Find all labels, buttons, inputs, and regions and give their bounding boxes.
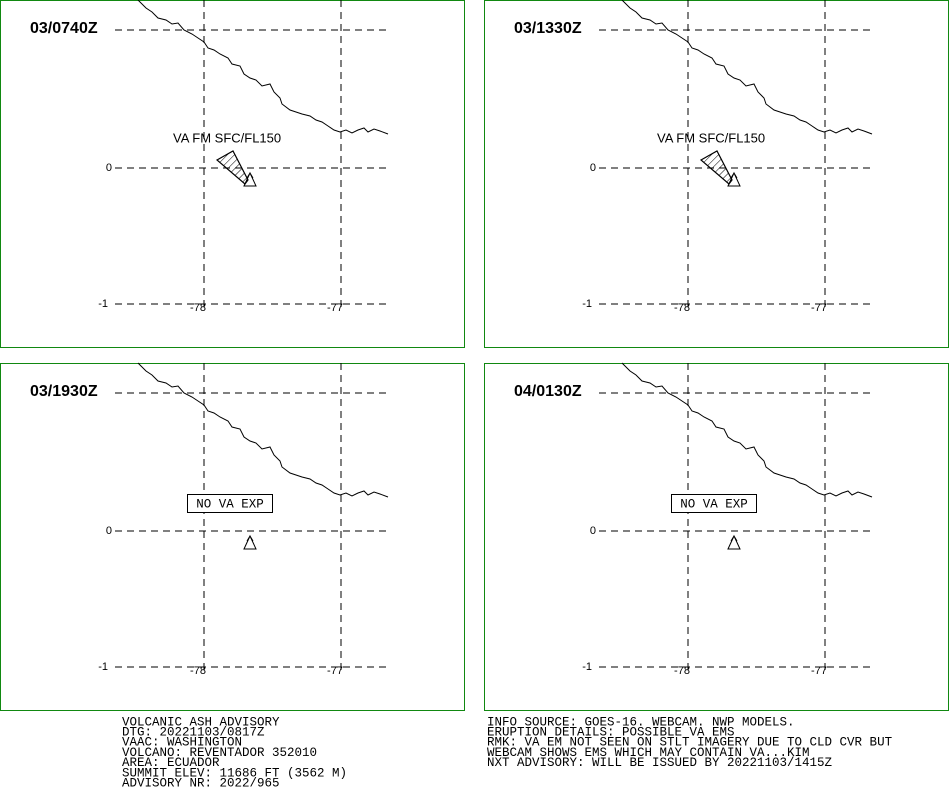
valid-time: 04/0130Z <box>514 383 582 400</box>
volcano-symbol <box>243 534 257 550</box>
panel-border <box>0 0 465 348</box>
lat-label: 0 <box>590 525 596 537</box>
ash-annotation: NO VA EXP <box>196 497 264 511</box>
advisory-line: RMK: VA EM NOT SEEN ON STLT IMAGERY DUE … <box>487 736 893 750</box>
ash-annotation: VA FM SFC/FL150 <box>657 130 765 145</box>
lon-label: -78 <box>190 302 206 314</box>
valid-time: 03/1930Z <box>30 383 98 400</box>
map-panel: 03/1330Z 0 -1 -78 -77 VA FM SFC/FL150 <box>484 0 949 348</box>
valid-time: 03/0740Z <box>30 20 98 37</box>
lon-label: -77 <box>811 302 827 314</box>
lon-label: -77 <box>327 665 343 677</box>
advisory-line: VAAC: WASHINGTON <box>122 736 242 750</box>
advisory-line: ERUPTION DETAILS: POSSIBLE VA EMS <box>487 725 735 739</box>
valid-time: 03/1330Z <box>514 20 582 37</box>
ash-annotation: NO VA EXP <box>680 497 748 511</box>
border-line <box>137 0 389 135</box>
advisory-line: ADVISORY NR: 2022/965 <box>122 776 280 790</box>
lat-label: 0 <box>106 162 112 174</box>
advisory-line: DTG: 20221103/0817Z <box>122 725 265 739</box>
time-bg <box>26 381 110 403</box>
lon-label: -78 <box>674 665 690 677</box>
lon-label: -78 <box>674 302 690 314</box>
lon-label: -77 <box>811 665 827 677</box>
advisory-line: INFO SOURCE: GOES-16. WEBCAM. NWP MODELS… <box>487 715 795 729</box>
ash-annotation: VA FM SFC/FL150 <box>173 130 281 145</box>
lat-label: -1 <box>98 661 108 673</box>
panel-border <box>0 363 465 711</box>
map-panel: 03/0740Z 0 -1 -78 -77 VA FM SFC/FL150 <box>0 0 465 348</box>
advisory-line: WEBCAM SHOWS EMS WHICH MAY CONTAIN VA...… <box>487 746 810 760</box>
advisory-line: AREA: ECUADOR <box>122 756 220 770</box>
advisory-line: SUMMIT ELEV: 11686 FT (3562 M) <box>122 766 347 780</box>
border-line <box>621 0 873 135</box>
map-panel: 03/1930Z 0 -1 -78 -77 NO VA EXP <box>0 362 465 711</box>
lon-label: -78 <box>190 665 206 677</box>
lat-label: -1 <box>98 298 108 310</box>
time-bg <box>510 381 594 403</box>
border-line <box>137 362 389 498</box>
border-line <box>621 362 873 498</box>
lon-label: -77 <box>327 302 343 314</box>
advisory-line: VOLCANO: REVENTADOR 352010 <box>122 746 317 760</box>
advisory-line: NXT ADVISORY: WILL BE ISSUED BY 20221103… <box>487 756 833 770</box>
panel-border <box>484 363 949 711</box>
lat-label: -1 <box>582 298 592 310</box>
panel-border <box>484 0 949 348</box>
lat-label: 0 <box>590 162 596 174</box>
annotation-box <box>187 494 273 513</box>
map-panel: 04/0130Z 0 -1 -78 -77 NO VA EXP <box>484 362 949 711</box>
volcano-symbol <box>727 534 741 550</box>
ash-area <box>699 150 733 185</box>
time-bg <box>26 18 110 40</box>
advisory-line: VOLCANIC ASH ADVISORY <box>122 715 280 729</box>
annotation-box <box>671 494 757 513</box>
time-bg <box>510 18 594 40</box>
lat-label: 0 <box>106 525 112 537</box>
ash-area <box>215 150 249 185</box>
lat-label: -1 <box>582 661 592 673</box>
